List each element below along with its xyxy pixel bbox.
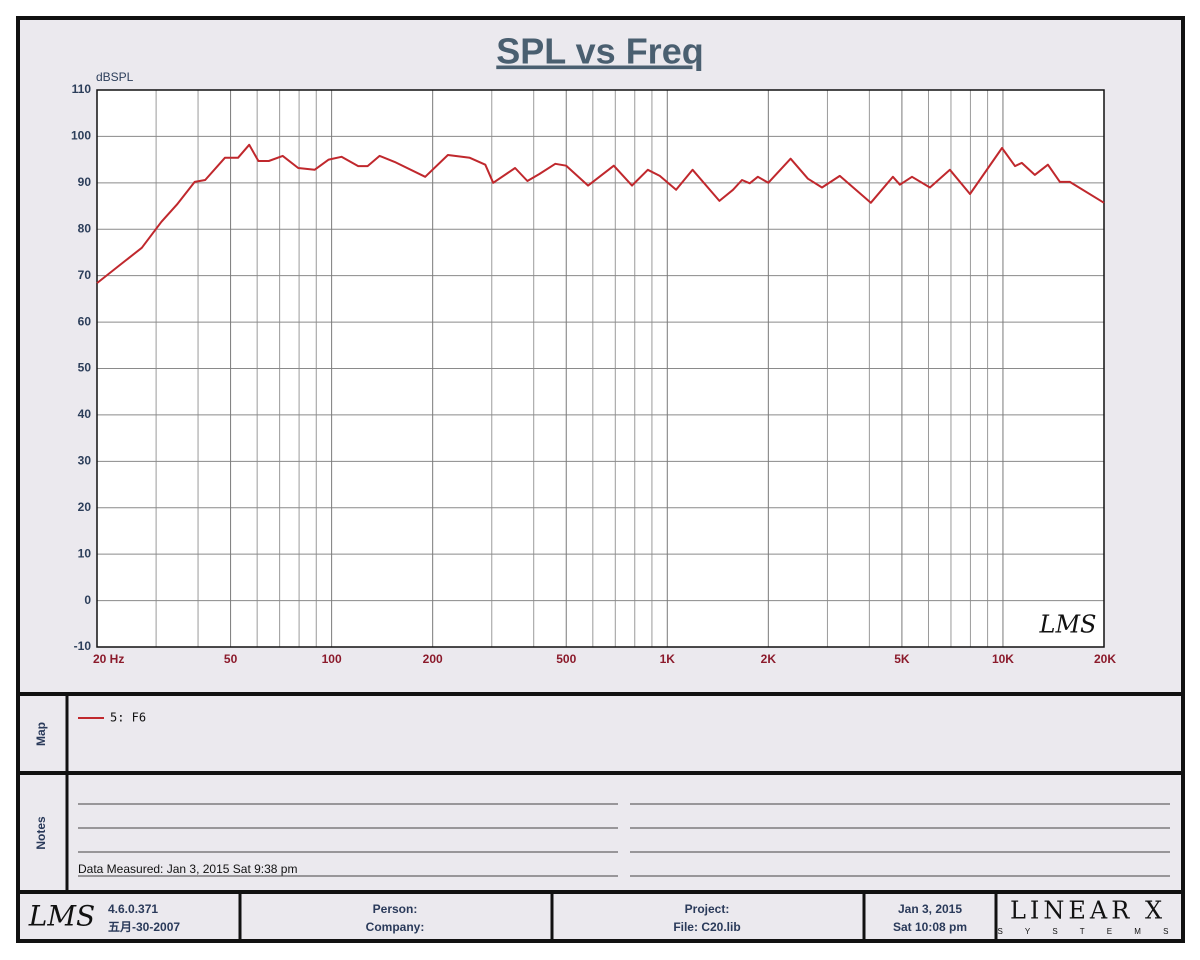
x-tick-label: 200 <box>423 652 443 666</box>
company: Company: <box>366 920 425 934</box>
x-tick-label: 5K <box>894 652 910 666</box>
x-tick-label: 1K <box>660 652 676 666</box>
x-tick-label: 20K <box>1094 652 1116 666</box>
brand-sub: S Y S T E M S <box>998 927 1179 936</box>
y-tick-label: 0 <box>84 593 91 607</box>
notes-text: Data Measured: Jan 3, 2015 Sat 9:38 pm <box>78 862 297 876</box>
x-tick-label: 10K <box>992 652 1014 666</box>
y-tick-label: 20 <box>78 500 92 514</box>
date: Jan 3, 2015 <box>898 902 962 916</box>
y-tick-label: 80 <box>78 221 92 235</box>
chart-title: SPL vs Freq <box>496 31 703 72</box>
y-tick-label: 70 <box>78 268 92 282</box>
file: File: C20.lib <box>673 920 740 934</box>
x-tick-label: 100 <box>322 652 342 666</box>
project: Project: <box>685 902 730 916</box>
note-lines <box>78 803 1170 877</box>
panel-label: Notes <box>34 816 48 850</box>
x-tick-label: 50 <box>224 652 238 666</box>
y-tick-label: 110 <box>72 82 92 96</box>
y-tick-label: 40 <box>78 407 92 421</box>
time: Sat 10:08 pm <box>893 920 967 934</box>
y-tick-label: 90 <box>78 175 92 189</box>
legend-label: 5: F6 <box>110 711 146 725</box>
x-tick-label: 500 <box>556 652 576 666</box>
plot: -10 0 10 20 30 40 50 60 70 80 90 100 110 20 Hz 50 100 20… <box>71 82 1116 724</box>
person: Person: <box>373 902 418 916</box>
series-line <box>96 143 1105 284</box>
y-tick-label: -10 <box>74 639 92 653</box>
y-tick-label: 10 <box>78 546 92 560</box>
y-tick-label: 50 <box>78 361 92 375</box>
version: 4.6.0.371 <box>108 902 158 916</box>
plot-frame <box>96 89 1105 648</box>
y-axis-label: dBSPL <box>96 70 134 84</box>
y-tick-label: 100 <box>71 129 91 143</box>
x-tick-label: 20 Hz <box>93 652 124 666</box>
y-tick-label: 30 <box>78 454 92 468</box>
footer-logo: LMS <box>28 900 95 933</box>
brand: LINEAR X <box>1010 897 1166 925</box>
panel-label: Map <box>34 722 48 746</box>
logo: LMS <box>1039 611 1097 639</box>
y-tick-label: 60 <box>78 314 92 328</box>
x-tick-label: 2K <box>761 652 777 666</box>
build-date: 五月-30-2007 <box>108 920 180 934</box>
